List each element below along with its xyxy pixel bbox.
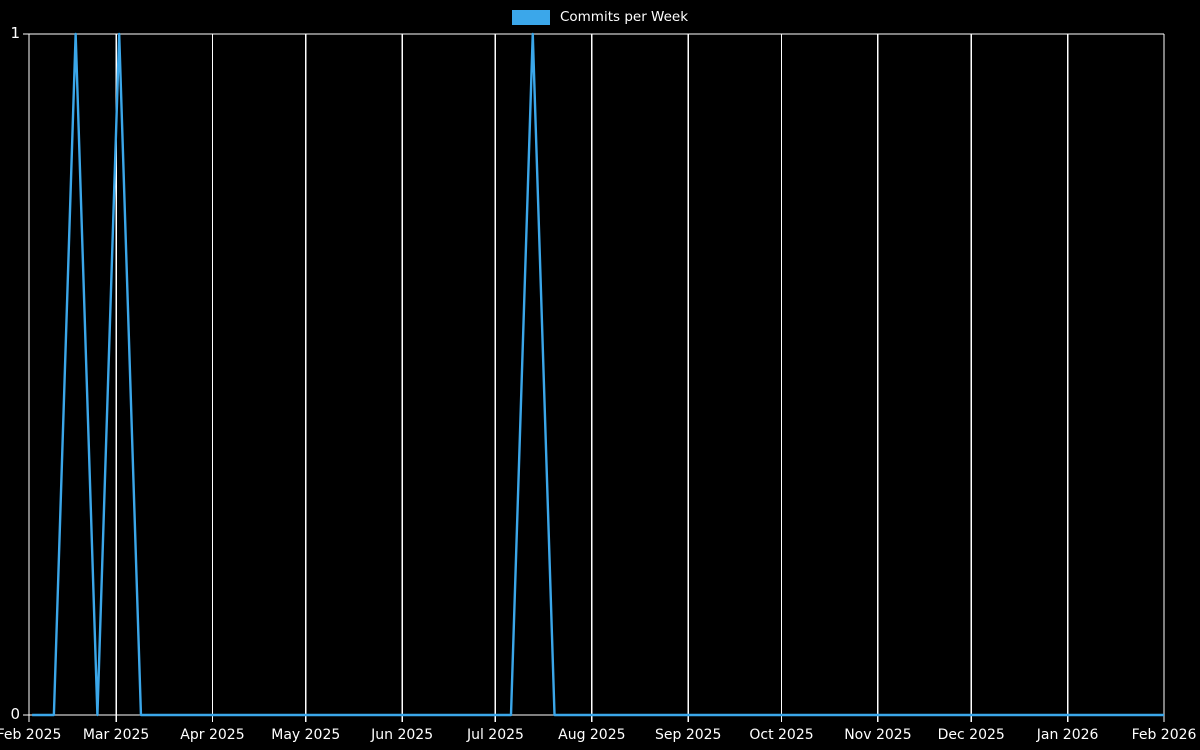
x-tick-label-6: Aug 2025 — [558, 727, 626, 743]
x-tick-label-4: Jun 2025 — [371, 727, 434, 743]
x-tick-label-5: Jul 2025 — [466, 727, 524, 743]
x-tick-label-0: Feb 2025 — [0, 727, 62, 743]
x-tick-label-10: Dec 2025 — [937, 727, 1005, 743]
y-tick-label-0: 0 — [10, 705, 20, 723]
chart-legend: Commits per Week — [0, 4, 1200, 30]
x-tick-label-9: Nov 2025 — [844, 727, 912, 743]
x-tick-label-11: Jan 2026 — [1036, 727, 1099, 743]
x-tick-label-7: Sep 2025 — [654, 727, 722, 743]
series-line-0 — [32, 32, 1164, 717]
x-tick-label-2: Apr 2025 — [180, 727, 245, 743]
legend-swatch-commits-per-week — [511, 9, 550, 25]
x-tick-label-12: Feb 2026 — [1131, 727, 1197, 743]
x-tick-label-3: May 2025 — [271, 727, 341, 743]
legend-label-commits-per-week: Commits per Week — [559, 8, 689, 25]
x-tick-label-8: Oct 2025 — [749, 727, 814, 743]
y-tick-label-1: 1 — [10, 24, 20, 42]
x-tick-label-1: Mar 2025 — [82, 727, 150, 743]
